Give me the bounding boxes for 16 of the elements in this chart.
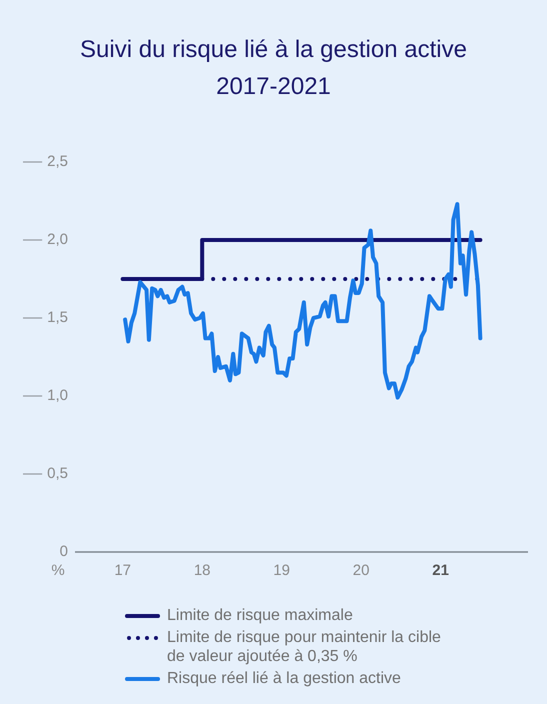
x-tick-label: 17 xyxy=(114,562,132,580)
y-tick-label: 0,5 xyxy=(47,465,68,482)
y-tick-label: 1,0 xyxy=(47,387,68,404)
y-axis-title: % xyxy=(51,562,65,580)
chart-title: Suivi du risque lié à la gestion active 2017-2021 xyxy=(79,35,468,102)
x-tick-label: 19 xyxy=(273,562,290,580)
legend-label: Limite de risque maximale xyxy=(167,606,353,625)
legend-label: Limite de risque pour maintenir la cible de valeur ajoutée à 0,35 % xyxy=(167,628,442,666)
y-tick-label: 0 xyxy=(60,543,68,560)
x-tick-label: 18 xyxy=(194,562,210,580)
y-tick-label: 2,0 xyxy=(47,231,68,248)
y-tick-label: 1,5 xyxy=(47,309,68,326)
x-tick-label: 20 xyxy=(352,562,370,580)
y-tick-label: 2,5 xyxy=(47,153,68,170)
x-tick-label: 21 xyxy=(432,562,449,580)
legend-label: Risque réel lié à la gestion active xyxy=(167,669,401,688)
